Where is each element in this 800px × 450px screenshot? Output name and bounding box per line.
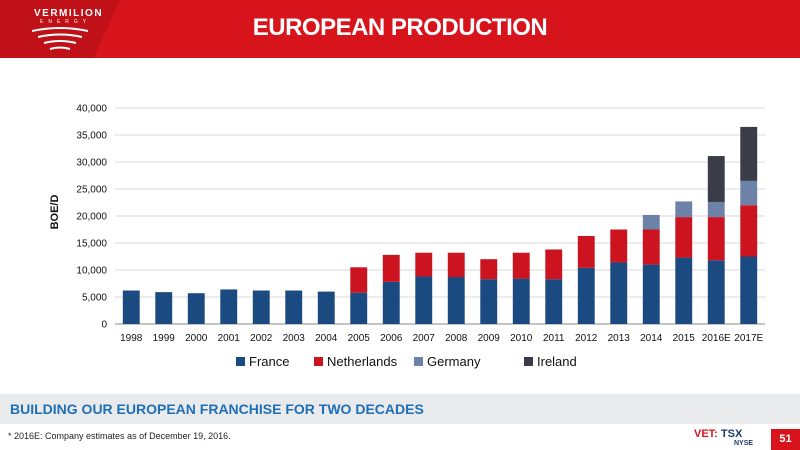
bar-netherlands-2015 — [675, 217, 693, 258]
bar-germany-2014 — [642, 214, 660, 230]
legend-label-germany: Germany — [427, 354, 481, 369]
x-tick-label: 2002 — [250, 333, 273, 344]
bar-france-2004 — [317, 291, 335, 324]
y-tick-label: 35,000 — [76, 131, 107, 142]
x-tick-label: 2012 — [575, 333, 598, 344]
production-chart: 0 5,000 10,000 15,000 20,000 25,000 30,000 35,0… — [49, 104, 765, 369]
logo-name: VERMILION — [34, 8, 104, 19]
bar-france-2014 — [642, 264, 660, 324]
legend-label-ireland: Ireland — [537, 354, 577, 369]
y-axis-ticks: 0 5,000 10,000 15,000 20,000 25,000 30,000 35,0… — [76, 104, 107, 331]
y-tick-label: 20,000 — [76, 212, 107, 223]
company-logo: VERMILION ENERGY — [0, 0, 120, 58]
x-tick-label: 2003 — [283, 333, 306, 344]
bar-netherlands-2009 — [480, 259, 498, 280]
page-title: EUROPEAN PRODUCTION — [252, 14, 548, 41]
bar-france-2008 — [447, 277, 465, 324]
ticker-prefix: VET: — [694, 428, 718, 440]
bar-france-2013 — [610, 262, 628, 324]
logo-mark-icon — [31, 27, 89, 50]
legend-label-france: France — [249, 354, 289, 369]
legend-swatch-germany — [414, 357, 423, 366]
bar-netherlands-2005 — [350, 267, 368, 293]
bar-netherlands-2014 — [642, 229, 660, 265]
x-tick-label: 2007 — [413, 333, 436, 344]
x-tick-label: 1999 — [153, 333, 176, 344]
bar-germany-2015 — [675, 201, 693, 218]
bar-netherlands-2007 — [415, 252, 433, 277]
banner: BUILDING OUR EUROPEAN FRANCHISE FOR TWO … — [0, 394, 800, 424]
chart-bars — [122, 126, 758, 324]
header-bar: VERMILION ENERGY EUROPEAN PRODUCTION — [0, 0, 800, 58]
legend-label-netherlands: Netherlands — [327, 354, 398, 369]
bar-ireland-2016E — [707, 156, 725, 202]
bar-netherlands-2013 — [610, 229, 628, 263]
chart-gridlines — [115, 107, 765, 325]
y-tick-label: 40,000 — [76, 104, 107, 115]
bar-netherlands-2008 — [447, 252, 465, 278]
x-tick-label: 2017E — [734, 333, 763, 344]
bar-france-2011 — [545, 279, 563, 324]
y-axis-label: BOE/D — [49, 195, 61, 230]
x-tick-label: 2015 — [673, 333, 696, 344]
bar-france-2005 — [350, 292, 368, 324]
ticker-exchange-nyse: NYSE — [734, 440, 754, 447]
legend-swatch-netherlands — [314, 357, 323, 366]
bar-france-2016E — [707, 260, 725, 324]
bar-netherlands-2016E — [707, 217, 725, 261]
bar-germany-2017E — [740, 180, 758, 206]
bar-france-2003 — [285, 290, 303, 324]
ticker-badge: VET: TSX NYSE — [694, 428, 753, 447]
bar-netherlands-2011 — [545, 249, 563, 280]
ticker-exchange-tsx: TSX — [720, 428, 743, 440]
bar-france-1999 — [155, 292, 173, 324]
y-tick-label: 0 — [101, 320, 107, 331]
y-tick-label: 5,000 — [82, 293, 107, 304]
bar-france-1998 — [122, 290, 140, 324]
chart-legend: France Netherlands Germany Ireland — [236, 354, 577, 369]
footnote: * 2016E: Company estimates as of Decembe… — [8, 431, 231, 441]
x-tick-label: 2016E — [702, 333, 731, 344]
x-tick-label: 2000 — [185, 333, 208, 344]
bar-germany-2016E — [707, 201, 725, 218]
x-tick-label: 2009 — [478, 333, 501, 344]
bar-france-2010 — [512, 278, 530, 324]
y-tick-label: 15,000 — [76, 239, 107, 250]
bar-netherlands-2006 — [382, 254, 400, 282]
bar-netherlands-2010 — [512, 252, 530, 279]
x-tick-label: 2001 — [218, 333, 241, 344]
y-tick-label: 30,000 — [76, 158, 107, 169]
x-tick-label: 2011 — [543, 333, 565, 344]
page-number: 51 — [771, 429, 800, 450]
legend-swatch-france — [236, 357, 245, 366]
x-axis-ticks: 1998 1999 2000 2001 2002 2003 2004 2005 2006 2007… — [120, 333, 763, 344]
bar-netherlands-2012 — [577, 235, 595, 268]
bar-ireland-2017E — [740, 126, 758, 181]
bar-france-2007 — [415, 276, 433, 324]
legend-swatch-ireland — [524, 357, 533, 366]
x-tick-label: 1998 — [120, 333, 143, 344]
bar-france-2000 — [187, 293, 205, 324]
y-tick-label: 10,000 — [76, 266, 107, 277]
y-tick-label: 25,000 — [76, 185, 107, 196]
x-tick-label: 2010 — [510, 333, 533, 344]
bar-france-2017E — [740, 256, 758, 324]
x-tick-label: 2008 — [445, 333, 468, 344]
bar-france-2015 — [675, 257, 693, 324]
x-tick-label: 2006 — [380, 333, 403, 344]
x-tick-label: 2004 — [315, 333, 338, 344]
bar-netherlands-2017E — [740, 205, 758, 257]
bar-france-2006 — [382, 281, 400, 324]
bar-france-2012 — [577, 267, 595, 324]
banner-text: BUILDING OUR EUROPEAN FRANCHISE FOR TWO … — [10, 401, 424, 417]
x-tick-label: 2005 — [348, 333, 371, 344]
logo-sub: ENERGY — [40, 19, 92, 25]
x-tick-label: 2014 — [640, 333, 663, 344]
bar-france-2001 — [220, 289, 238, 324]
bar-france-2009 — [480, 279, 498, 324]
x-tick-label: 2013 — [608, 333, 631, 344]
bar-france-2002 — [252, 290, 270, 324]
